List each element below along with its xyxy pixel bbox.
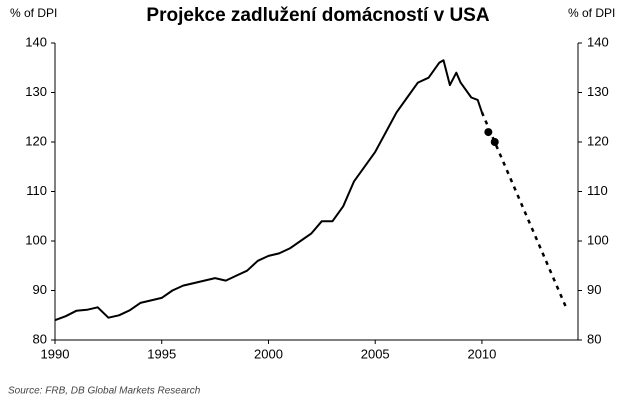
y2-tick-label: 100	[587, 232, 609, 247]
x-tick-label: 1990	[41, 346, 70, 361]
data-line	[54, 59, 483, 322]
x-tick-label: 2005	[361, 346, 390, 361]
y-tick-label: 140	[25, 34, 47, 49]
y-axis-label: % of DPI	[10, 6, 57, 20]
y2-tick-label: 80	[587, 331, 601, 346]
x-tick-label: 2010	[467, 346, 496, 361]
x-tick-label: 1995	[147, 346, 176, 361]
y-tick-label: 120	[25, 133, 47, 148]
y2-axis-label: % of DPI	[568, 6, 615, 20]
projection-point	[490, 138, 499, 146]
source-note: Source: FRB, DB Global Markets Research	[8, 386, 201, 397]
x-tick-label: 2000	[254, 346, 283, 361]
y2-tick-label: 110	[587, 183, 608, 198]
y-tick-label: 90	[33, 282, 47, 297]
y2-tick-label: 140	[587, 34, 609, 49]
y-tick-label: 110	[26, 183, 47, 198]
y2-tick-label: 120	[587, 133, 609, 148]
y-tick-label: 80	[33, 331, 47, 346]
y2-tick-label: 130	[587, 84, 609, 99]
y-tick-label: 130	[25, 84, 47, 99]
y2-tick-label: 90	[587, 282, 601, 297]
y-tick-label: 100	[25, 232, 47, 247]
chart-title: Projekce zadlužení domácností v USA	[146, 5, 489, 26]
projection-point	[484, 128, 493, 137]
